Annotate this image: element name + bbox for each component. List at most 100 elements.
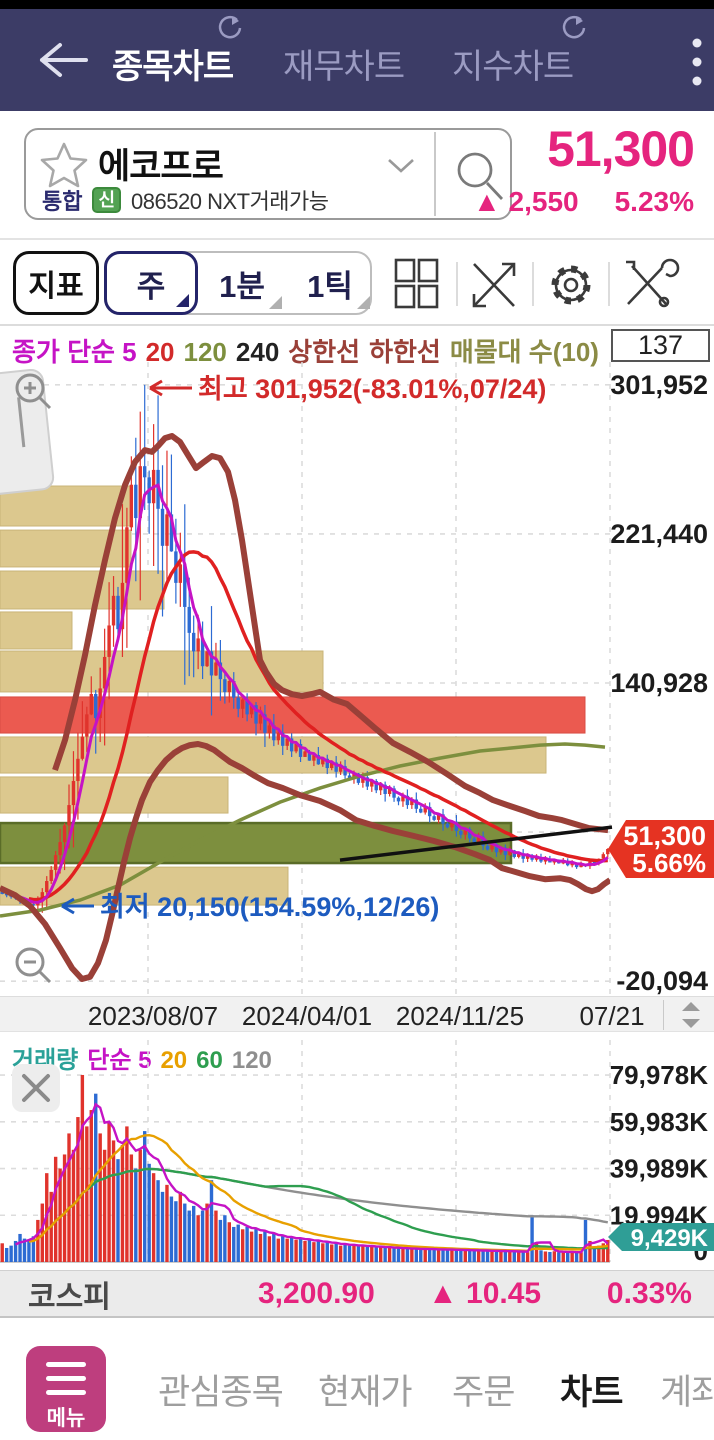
volume-bar	[200, 1210, 205, 1262]
user-trendline[interactable]	[339, 825, 613, 862]
ma120-line	[0, 742, 606, 918]
stock-name: 에코프로	[98, 147, 224, 186]
volume-bar	[432, 1249, 436, 1262]
volume-bar	[76, 1117, 80, 1262]
candle-body	[441, 814, 445, 824]
candle-body	[298, 743, 303, 757]
candle-body	[427, 806, 432, 817]
svg-text:9,429K: 9,429K	[631, 1225, 709, 1252]
volume-bar	[40, 1203, 44, 1262]
x-axis-label: 07/21	[579, 1001, 645, 1031]
volume-bar	[543, 1251, 548, 1262]
volume-bar	[330, 1244, 334, 1262]
volume-bar	[548, 1251, 552, 1262]
multi-chart-grid-icon[interactable]	[394, 258, 439, 309]
bottom-navigation: 메뉴 관심종목 현재가 주문 차트 계좌	[0, 1318, 714, 1440]
volume-ma60-line	[46, 1167, 608, 1250]
volume-bar	[338, 1245, 343, 1262]
current-price: 51,300	[547, 121, 695, 177]
volume-bar	[521, 1251, 525, 1262]
candle-body	[227, 681, 232, 693]
candle-body	[387, 788, 392, 794]
zoom-out-icon[interactable]	[15, 947, 52, 984]
tab-stock-chart[interactable]: 종목차트	[112, 48, 234, 86]
tab-financial-chart[interactable]: 재무차트	[283, 48, 405, 86]
volume-bar	[436, 1249, 441, 1262]
period-1tick-button[interactable]: 1틱	[286, 253, 374, 313]
candle-body	[570, 862, 574, 866]
candle-body	[107, 625, 111, 657]
scale-spinner[interactable]	[678, 1000, 704, 1030]
volume-bar	[468, 1250, 472, 1262]
volume-bar	[557, 1252, 561, 1262]
volume-bar	[276, 1238, 280, 1262]
volume-bar	[343, 1244, 347, 1262]
overflow-menu-icon[interactable]	[688, 35, 706, 91]
dropdown-corner-icon	[176, 294, 189, 307]
stock-selector[interactable]: 에코프로 통합 신 086520 NXT거래가능	[24, 128, 512, 220]
candle-body	[347, 775, 352, 780]
candle-body	[160, 508, 165, 546]
candle-body	[223, 679, 227, 693]
candle-body	[236, 697, 240, 709]
nav-item-3[interactable]: 주문	[452, 1373, 515, 1412]
indicator-button[interactable]: 지표	[13, 251, 99, 315]
period-1min-button[interactable]: 1분	[198, 253, 286, 313]
volume-bar	[410, 1249, 414, 1262]
candle-body	[49, 869, 53, 882]
chevron-down-icon[interactable]	[384, 156, 418, 176]
main-legend-token: 240	[235, 337, 280, 367]
nav-item-5[interactable]: 계좌	[660, 1373, 714, 1412]
volume-bar	[178, 1191, 183, 1262]
candle-body	[476, 836, 481, 843]
box-divider	[434, 132, 436, 216]
candle-body	[281, 732, 285, 746]
bar-count-box[interactable]: 137	[611, 329, 710, 362]
candle-body	[120, 582, 125, 630]
close-volume-panel-icon[interactable]	[12, 1064, 60, 1112]
main-price-chart[interactable]: 301,952 221,440 140,928 -20,094 최고 301,952(-…	[0, 326, 714, 996]
candle-body	[0, 891, 4, 894]
menu-button[interactable]: 메뉴	[26, 1346, 106, 1432]
volume-bar	[272, 1233, 276, 1262]
volume-bar	[36, 1219, 40, 1262]
zoom-in-icon[interactable]	[15, 373, 52, 410]
volume-bar	[4, 1247, 9, 1262]
settings-gear-icon[interactable]	[551, 265, 591, 305]
drawing-tools-icon[interactable]	[626, 258, 680, 308]
back-arrow-icon[interactable]	[34, 37, 90, 83]
nav-item-4[interactable]: 차트	[560, 1373, 623, 1412]
volume-bar	[539, 1250, 543, 1262]
volume-legend-token: 단순 5	[87, 1047, 152, 1074]
nav-item-2[interactable]: 현재가	[318, 1373, 413, 1412]
volume-bar	[22, 1238, 27, 1262]
candle-body	[76, 758, 80, 782]
volume-bar	[174, 1201, 178, 1262]
volume-bar	[80, 1074, 85, 1262]
candle-body	[579, 864, 583, 868]
search-icon[interactable]	[446, 144, 512, 208]
volume-bar	[254, 1229, 258, 1262]
volume-ma-lines	[15, 1102, 609, 1254]
nav-item-1[interactable]: 관심종목	[158, 1373, 284, 1412]
volume-bar	[187, 1210, 191, 1262]
candle-body	[218, 662, 223, 680]
candle-body	[606, 848, 610, 855]
tab-index-chart[interactable]: 지수차트	[452, 48, 574, 86]
fullscreen-icon[interactable]	[472, 262, 516, 308]
candle-body	[165, 514, 169, 546]
volume-bar	[485, 1250, 490, 1262]
favorite-star-icon[interactable]	[38, 140, 90, 188]
volume-bar	[383, 1247, 387, 1262]
price-axis-label: 301,952	[610, 370, 708, 400]
x-axis-label: 2024/11/25	[395, 1001, 525, 1031]
ma5-line	[10, 483, 609, 904]
period-week-button[interactable]: 주	[104, 251, 198, 315]
volume-bar	[312, 1242, 316, 1262]
candle-body	[343, 766, 347, 776]
volume-bar	[98, 1133, 102, 1262]
price-change-row: ▲ 2,550 5.23%	[473, 186, 694, 218]
volume-bar	[13, 1240, 18, 1262]
volume-bar	[476, 1250, 481, 1262]
